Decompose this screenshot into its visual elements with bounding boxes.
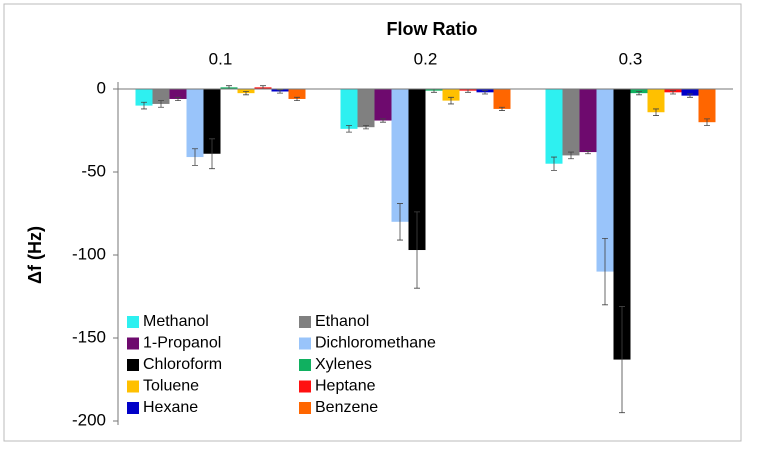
error-bar bbox=[687, 93, 693, 98]
y-tick-label: -50 bbox=[81, 161, 106, 180]
x-tick-label: 0.3 bbox=[619, 49, 643, 68]
error-bar bbox=[482, 90, 488, 95]
legend-swatch bbox=[127, 337, 139, 350]
legend-label: Heptane bbox=[315, 378, 376, 395]
bar bbox=[681, 89, 699, 96]
error-bar bbox=[499, 106, 505, 111]
legend-label: Ethanol bbox=[315, 313, 369, 330]
bar bbox=[374, 89, 392, 121]
y-tick-label: -100 bbox=[72, 244, 106, 263]
bar bbox=[357, 89, 375, 128]
legend-label: Hexane bbox=[143, 399, 198, 416]
error-bar bbox=[294, 96, 300, 102]
legend-swatch bbox=[127, 380, 139, 393]
legend-label: Methanol bbox=[143, 313, 209, 330]
bar bbox=[391, 89, 409, 222]
bar bbox=[596, 89, 614, 272]
bar bbox=[135, 89, 153, 106]
legend-swatch bbox=[127, 359, 139, 371]
legend-swatch bbox=[299, 337, 311, 350]
legend-swatch bbox=[127, 402, 139, 414]
bar bbox=[493, 89, 511, 109]
error-bar bbox=[585, 150, 591, 155]
error-bar bbox=[670, 90, 676, 95]
bar bbox=[630, 89, 648, 94]
legend-swatch bbox=[127, 316, 139, 328]
legend-swatch bbox=[299, 402, 311, 414]
bar bbox=[340, 89, 358, 129]
legend-label: Chloroform bbox=[143, 356, 222, 373]
error-bar bbox=[551, 156, 557, 171]
error-bar bbox=[175, 96, 181, 102]
bar bbox=[442, 89, 460, 101]
bar bbox=[647, 89, 665, 113]
y-tick-label: 0 bbox=[97, 78, 106, 97]
bar bbox=[579, 89, 597, 153]
bar bbox=[408, 89, 426, 251]
error-bar bbox=[158, 100, 164, 108]
bar bbox=[288, 89, 306, 99]
y-axis-label: Δf (Hz) bbox=[25, 226, 45, 284]
error-bar bbox=[568, 151, 574, 160]
legend-label: Benzene bbox=[315, 399, 378, 416]
legend-label: Dichloromethane bbox=[315, 335, 436, 352]
bar bbox=[545, 89, 563, 164]
error-bar bbox=[653, 108, 659, 116]
y-tick-label: -150 bbox=[72, 327, 106, 346]
legend-label: Xylenes bbox=[315, 356, 372, 373]
y-tick-label: -200 bbox=[72, 410, 106, 429]
bar bbox=[237, 89, 255, 94]
error-bar bbox=[414, 211, 420, 289]
bar bbox=[186, 89, 204, 158]
error-bar bbox=[192, 148, 198, 166]
error-bar bbox=[141, 101, 147, 110]
error-bar bbox=[209, 138, 215, 170]
bar bbox=[152, 89, 170, 104]
error-bar bbox=[602, 238, 608, 306]
bar bbox=[562, 89, 580, 156]
error-bar bbox=[243, 91, 249, 96]
error-bar bbox=[346, 125, 352, 133]
bar bbox=[169, 89, 187, 99]
legend-swatch bbox=[299, 316, 311, 328]
error-bar bbox=[636, 91, 642, 96]
error-bar bbox=[619, 306, 625, 414]
legend-label: 1-Propanol bbox=[143, 335, 221, 352]
bar bbox=[203, 89, 221, 154]
error-bar bbox=[380, 118, 386, 123]
x-tick-label: 0.2 bbox=[414, 49, 438, 68]
error-bar bbox=[448, 96, 454, 105]
error-bar bbox=[363, 125, 369, 130]
error-bar bbox=[277, 89, 283, 94]
bar bbox=[613, 89, 631, 360]
legend-swatch bbox=[299, 359, 311, 371]
x-tick-label: 0.1 bbox=[209, 49, 233, 68]
legend-label: Toluene bbox=[143, 378, 199, 395]
legend-swatch bbox=[299, 380, 311, 393]
error-bar bbox=[397, 203, 403, 241]
bar bbox=[698, 89, 716, 123]
error-bar bbox=[704, 118, 710, 126]
chart-title: Flow Ratio bbox=[387, 19, 478, 39]
